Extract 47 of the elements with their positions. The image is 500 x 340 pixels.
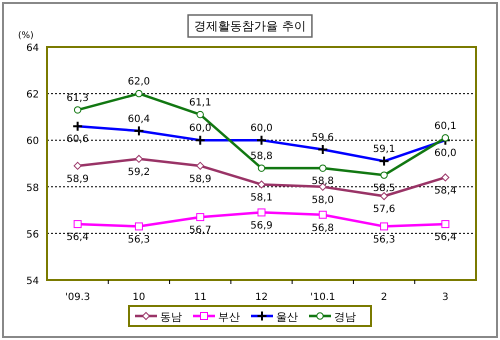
legend-label: 동남 (160, 310, 182, 324)
data-label: 58,1 (250, 192, 273, 204)
y-tick-label: 56 (26, 229, 39, 240)
data-label: 62,0 (128, 76, 150, 88)
y-tick-label: 58 (26, 182, 39, 194)
x-tick-label: 11 (194, 292, 207, 303)
data-label: 56,4 (66, 232, 89, 244)
data-label: 60,0 (250, 123, 273, 134)
data-label: 60,6 (66, 134, 89, 146)
data-label: 60,0 (434, 148, 456, 160)
y-tick-label: 62 (26, 90, 39, 101)
data-label: 58,9 (66, 174, 89, 185)
title: 경제활동참가율 추이 (187, 14, 313, 38)
y-tick-label: 60 (26, 136, 39, 148)
x-tick-label: '09.3 (65, 292, 90, 303)
y-tick-label: 54 (26, 276, 39, 287)
chart-title: 경제활동참가율 추이 (194, 19, 306, 33)
data-label: 59,1 (372, 144, 396, 156)
data-label: 58,0 (312, 194, 334, 206)
data-label: 61,1 (189, 98, 212, 109)
y-axis-title: (%) (18, 31, 34, 41)
x-tick-label: 12 (255, 292, 268, 303)
data-label: 59,6 (312, 132, 334, 144)
x-tick-label: 3 (442, 292, 449, 303)
data-label: 56,7 (189, 225, 212, 236)
data-label: 56,3 (128, 234, 150, 246)
data-label: 57,6 (372, 204, 396, 216)
data-label: 58,8 (250, 151, 273, 162)
x-tick-label: '10.1 (310, 292, 336, 303)
y-tick-label: 64 (26, 43, 39, 54)
data-label: 60,4 (128, 114, 150, 125)
legend-label: 경남 (334, 310, 356, 324)
data-label: 56,4 (434, 232, 456, 244)
data-label: 58,9 (189, 174, 212, 185)
legend-label: 부산 (218, 310, 240, 324)
data-label: 60,1 (434, 120, 456, 132)
data-label: 60,0 (189, 123, 212, 134)
x-tick-label: 10 (132, 292, 146, 303)
data-label: 58,4 (434, 185, 456, 196)
data-label: 59,2 (128, 166, 150, 178)
data-label: 58,8 (312, 176, 334, 188)
data-label: 56,3 (372, 234, 396, 246)
data-label: 56,9 (250, 220, 273, 232)
legend-label: 울산 (276, 310, 298, 324)
data-label: 61,3 (66, 92, 89, 104)
x-tick-label: 2 (380, 292, 388, 303)
data-label: 56,8 (312, 222, 334, 234)
